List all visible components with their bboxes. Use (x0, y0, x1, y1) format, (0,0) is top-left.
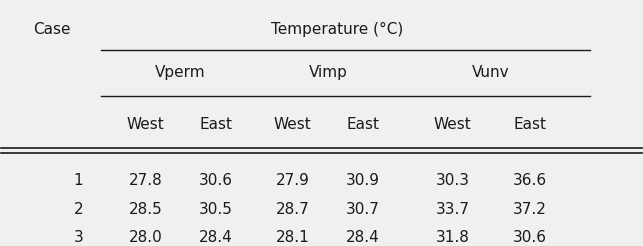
Text: 30.6: 30.6 (199, 173, 233, 188)
Text: 28.4: 28.4 (346, 230, 380, 245)
Text: Vunv: Vunv (473, 65, 510, 80)
Text: 2: 2 (73, 202, 83, 217)
Text: 30.9: 30.9 (346, 173, 380, 188)
Text: 1: 1 (73, 173, 83, 188)
Text: 37.2: 37.2 (512, 202, 547, 217)
Text: Vimp: Vimp (309, 65, 347, 80)
Text: 33.7: 33.7 (436, 202, 470, 217)
Text: West: West (274, 117, 312, 132)
Text: 27.9: 27.9 (276, 173, 310, 188)
Text: 30.6: 30.6 (512, 230, 547, 245)
Text: Vperm: Vperm (156, 65, 206, 80)
Text: West: West (434, 117, 471, 132)
Text: East: East (347, 117, 379, 132)
Text: East: East (199, 117, 232, 132)
Text: 36.6: 36.6 (512, 173, 547, 188)
Text: East: East (513, 117, 546, 132)
Text: Temperature (°C): Temperature (°C) (271, 22, 404, 37)
Text: 27.8: 27.8 (129, 173, 162, 188)
Text: Case: Case (33, 22, 71, 37)
Text: 30.7: 30.7 (346, 202, 380, 217)
Text: 28.5: 28.5 (129, 202, 162, 217)
Text: 31.8: 31.8 (436, 230, 469, 245)
Text: West: West (127, 117, 165, 132)
Text: 28.4: 28.4 (199, 230, 233, 245)
Text: 28.1: 28.1 (276, 230, 309, 245)
Text: 30.3: 30.3 (436, 173, 470, 188)
Text: 3: 3 (73, 230, 83, 245)
Text: 28.7: 28.7 (276, 202, 309, 217)
Text: 30.5: 30.5 (199, 202, 233, 217)
Text: 28.0: 28.0 (129, 230, 162, 245)
